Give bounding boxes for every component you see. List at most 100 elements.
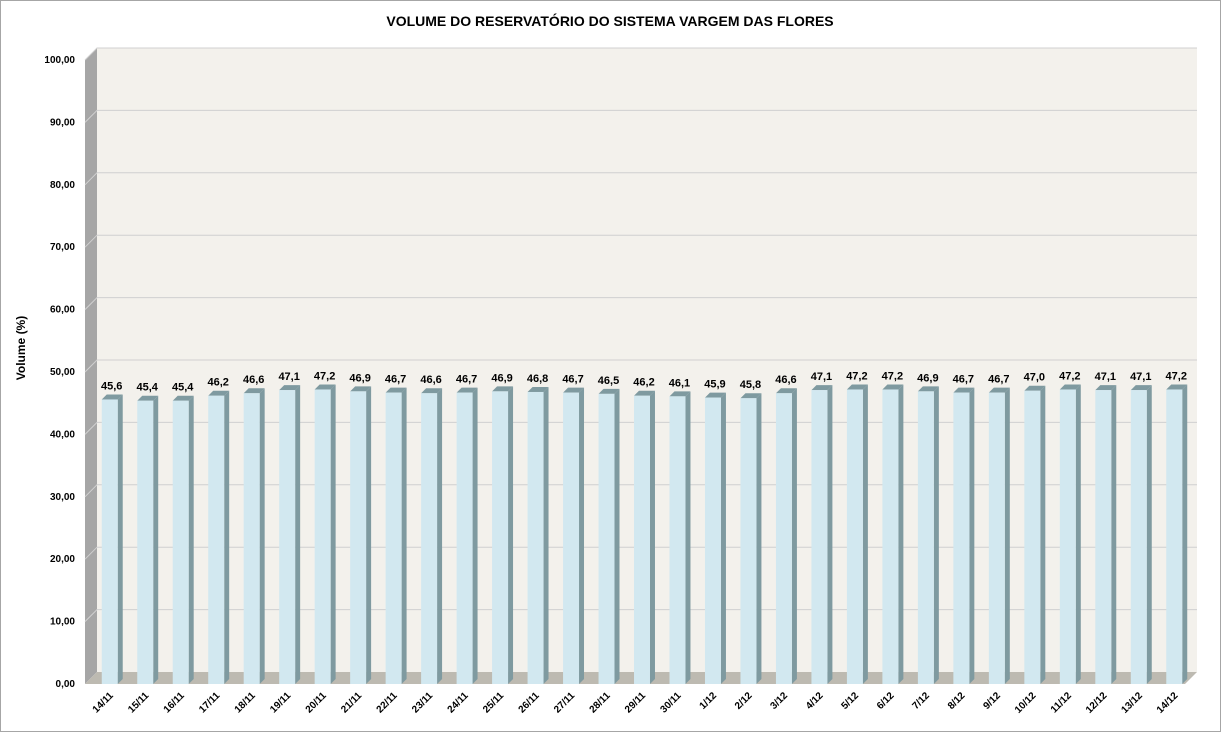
data-label: 46,5: [598, 375, 619, 387]
bar: [704, 392, 726, 684]
bar-top: [172, 395, 194, 401]
bar: [846, 384, 868, 684]
bar-front: [846, 389, 863, 684]
data-label: 47,0: [1024, 372, 1045, 384]
bar-top: [917, 386, 939, 392]
bar-front: [740, 398, 757, 684]
bar-front: [1095, 390, 1112, 684]
bar-side: [933, 386, 939, 684]
x-tick-label: 11/12: [1049, 690, 1074, 715]
data-label: 46,7: [953, 374, 974, 386]
bar-top: [421, 388, 443, 394]
bar-side: [579, 387, 585, 684]
bar-top: [634, 390, 655, 396]
bar-side: [330, 384, 336, 684]
bar-side: [366, 386, 372, 684]
bar-side: [224, 390, 230, 684]
bar-top: [1130, 385, 1152, 391]
x-tick-label: 9/12: [981, 690, 1003, 712]
data-label: 47,2: [846, 370, 867, 382]
data-label: 46,1: [669, 377, 690, 389]
bar-side: [543, 386, 549, 684]
x-tick-label: 13/12: [1119, 690, 1145, 716]
bar-side: [969, 387, 975, 684]
bar-side: [614, 388, 620, 684]
data-label: 45,8: [740, 379, 761, 391]
x-tick-label: 14/11: [91, 690, 116, 715]
data-labels: 45,6 45,4 45,4 46,2 46,6 47,1 47,2 46,9 46,7 46,6…: [101, 370, 1187, 393]
bar: [740, 393, 762, 684]
bar: [421, 388, 443, 684]
bar-top: [492, 386, 514, 392]
data-label: 47,2: [1059, 370, 1080, 382]
bar-front: [172, 400, 189, 684]
bar: [1024, 385, 1046, 684]
data-label: 46,7: [988, 374, 1009, 386]
bar-front: [634, 395, 650, 684]
bar: [917, 386, 939, 684]
bar-front: [669, 396, 686, 684]
gridline: [84, 172, 1197, 186]
bar-side: [1111, 385, 1117, 684]
bar-side: [188, 395, 194, 684]
y-tick-label: 40,00: [50, 429, 75, 440]
bar-front: [456, 392, 473, 684]
bar-side: [117, 394, 123, 684]
y-axis-title: Volume (%): [14, 316, 28, 380]
bar-front: [598, 393, 615, 684]
bar-top: [385, 387, 407, 393]
bar-front: [775, 393, 792, 684]
bar-front: [988, 392, 1005, 684]
bar-side: [1182, 384, 1188, 684]
bar-top: [740, 393, 762, 399]
bar-top: [811, 385, 833, 391]
bar-side: [827, 385, 833, 684]
bar-side: [259, 388, 265, 684]
y-tick-label: 50,00: [50, 367, 75, 378]
x-tick-label: 5/12: [839, 690, 861, 712]
bar-front: [243, 393, 260, 684]
gridline: [84, 359, 1197, 373]
data-label: 46,9: [349, 372, 370, 384]
bar: [101, 394, 123, 684]
bar: [953, 387, 975, 684]
bar-top: [314, 384, 336, 390]
data-label: 46,8: [527, 373, 548, 385]
bar-front: [279, 390, 296, 684]
x-tick-label: 16/11: [162, 690, 187, 715]
bar-top: [563, 387, 585, 393]
gridline: [84, 234, 1197, 248]
x-tick-label: 22/11: [375, 690, 400, 715]
x-axis-ticks: 14/11 15/11 16/11 17/11 18/11 19/11 20/11 21/11…: [91, 690, 1181, 716]
x-tick-label: 21/11: [339, 690, 364, 715]
x-tick-label: 18/11: [233, 690, 258, 715]
bar: [563, 387, 585, 684]
bar-front: [1059, 389, 1076, 684]
data-label: 46,7: [562, 374, 583, 386]
data-label: 47,2: [882, 370, 903, 382]
bar: [988, 387, 1010, 684]
bar: [350, 386, 372, 684]
bar-top: [137, 395, 159, 401]
x-tick-label: 28/11: [588, 690, 613, 715]
y-axis-ticks: 0,00 10,00 20,00 30,00 40,00 50,00 60,00 70,00 8…: [44, 55, 75, 690]
bar-top: [704, 392, 726, 398]
bar: [137, 395, 159, 684]
gridline: [84, 297, 1197, 310]
bar-top: [456, 387, 478, 393]
bar-top: [1059, 384, 1081, 390]
x-tick-label: 7/12: [910, 690, 932, 712]
bar-top: [988, 387, 1010, 393]
bar: [1095, 385, 1117, 684]
bar-side: [401, 387, 407, 684]
bar: [172, 395, 194, 684]
bar-side: [720, 392, 726, 684]
chart-title: VOLUME DO RESERVATÓRIO DO SISTEMA VARGEM…: [386, 12, 833, 29]
data-label: 47,1: [1130, 371, 1151, 383]
bar-front: [527, 391, 544, 684]
bar-top: [350, 386, 372, 392]
bar: [811, 385, 833, 684]
bar: [243, 388, 265, 684]
data-label: 46,6: [420, 374, 441, 386]
